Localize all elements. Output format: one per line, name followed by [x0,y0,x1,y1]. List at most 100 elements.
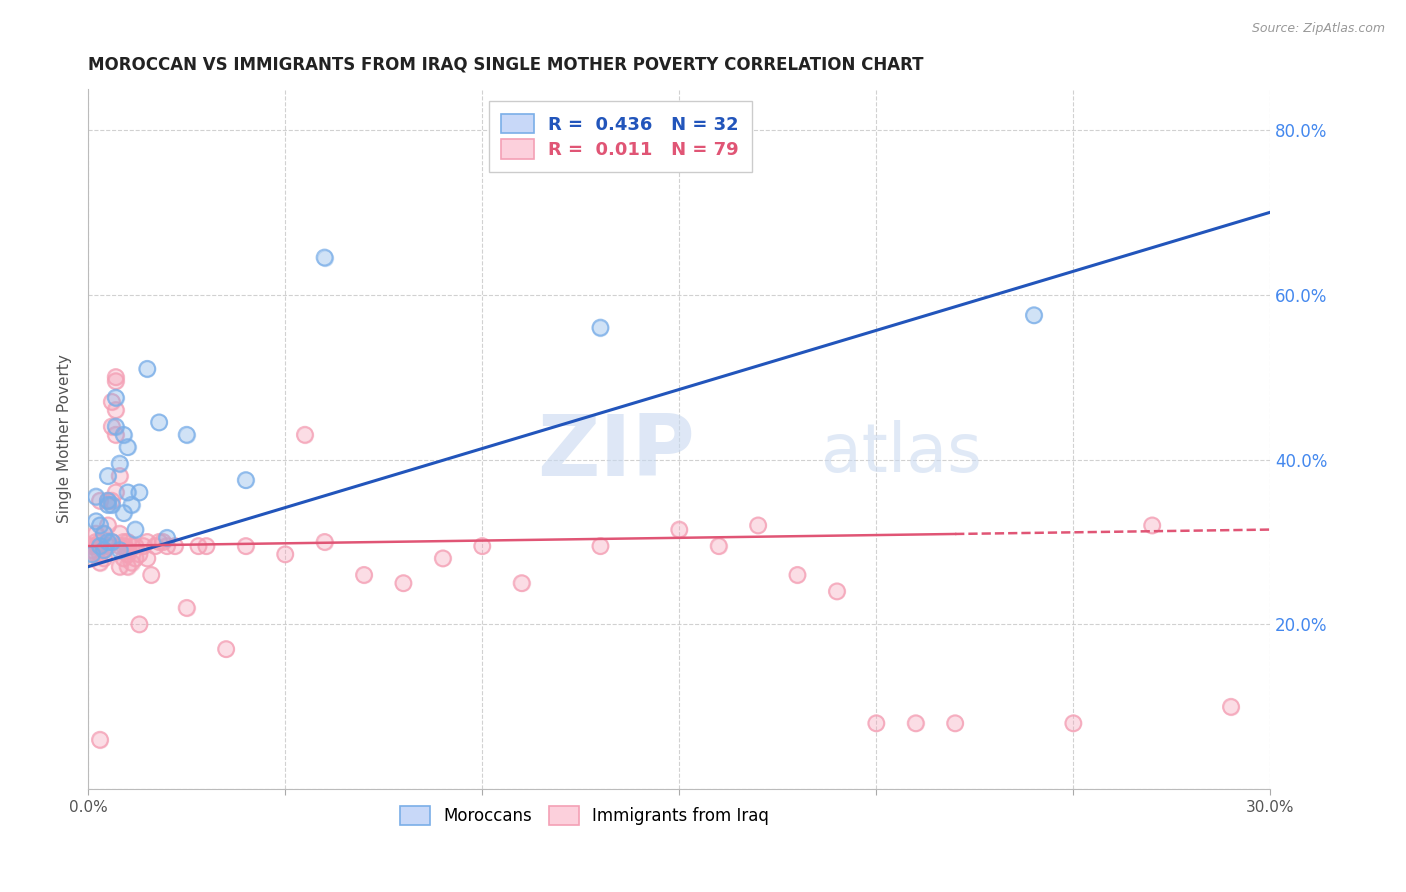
Point [865,716,887,731]
Point [589,539,612,553]
Point [471,539,494,553]
Point [112,551,135,566]
Point [176,427,198,442]
Point [128,617,150,632]
Point [112,506,135,520]
Point [112,427,135,442]
Point [148,416,170,430]
Point [314,251,336,265]
Point [215,642,238,657]
Point [104,370,127,384]
Point [108,457,131,471]
Point [1022,308,1045,322]
Point [152,535,174,549]
Point [128,485,150,500]
Point [294,427,316,442]
Point [104,485,127,500]
Point [148,535,170,549]
Point [104,370,127,384]
Point [108,469,131,483]
Point [84,539,107,553]
Point [747,518,769,533]
Point [101,493,124,508]
Point [101,419,124,434]
Point [121,556,143,570]
Point [432,551,454,566]
Point [84,526,107,541]
Point [117,440,139,454]
Point [1140,518,1163,533]
Point [1022,308,1045,322]
Point [93,543,115,558]
Point [1220,699,1243,714]
Point [124,523,146,537]
Point [136,535,159,549]
Point [117,485,139,500]
Point [668,523,690,537]
Point [80,551,103,566]
Point [117,535,139,549]
Point [108,539,131,553]
Point [314,251,336,265]
Point [89,493,111,508]
Point [117,559,139,574]
Point [136,361,159,376]
Point [97,498,120,512]
Point [97,493,120,508]
Point [117,547,139,561]
Point [104,419,127,434]
Point [136,361,159,376]
Point [84,526,107,541]
Point [148,535,170,549]
Point [215,642,238,657]
Point [104,391,127,405]
Point [274,547,297,561]
Point [156,539,179,553]
Point [97,539,120,553]
Point [84,514,107,528]
Point [104,427,127,442]
Point [80,551,103,566]
Point [865,716,887,731]
Point [84,539,107,553]
Point [104,485,127,500]
Point [392,576,415,591]
Point [314,535,336,549]
Point [108,526,131,541]
Point [108,543,131,558]
Point [132,539,155,553]
Point [93,526,115,541]
Point [471,539,494,553]
Point [195,539,218,553]
Point [89,556,111,570]
Point [104,419,127,434]
Point [156,531,179,545]
Point [97,518,120,533]
Point [80,543,103,558]
Point [1062,716,1084,731]
Point [136,551,159,566]
Point [89,547,111,561]
Point [121,498,143,512]
Point [104,391,127,405]
Point [112,539,135,553]
Point [128,617,150,632]
Point [128,547,150,561]
Point [89,539,111,553]
Point [274,547,297,561]
Point [294,427,316,442]
Text: MOROCCAN VS IMMIGRANTS FROM IRAQ SINGLE MOTHER POVERTY CORRELATION CHART: MOROCCAN VS IMMIGRANTS FROM IRAQ SINGLE … [89,55,924,73]
Point [163,539,186,553]
Text: Source: ZipAtlas.com: Source: ZipAtlas.com [1251,22,1385,36]
Point [136,551,159,566]
Point [353,568,375,582]
Point [89,518,111,533]
Point [84,535,107,549]
Point [104,403,127,417]
Point [97,539,120,553]
Point [112,535,135,549]
Point [128,547,150,561]
Point [786,568,808,582]
Point [112,427,135,442]
Point [89,732,111,747]
